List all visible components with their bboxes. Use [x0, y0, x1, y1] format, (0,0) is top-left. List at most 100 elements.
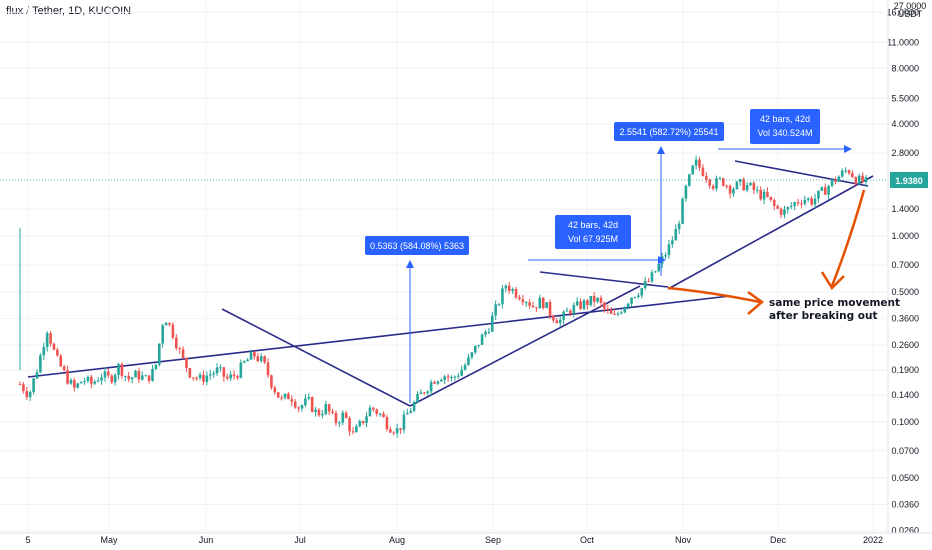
candle-body — [239, 362, 243, 378]
candle-body — [351, 431, 355, 433]
candle-body — [701, 167, 705, 176]
candle-body — [42, 346, 46, 356]
candle-body — [406, 413, 409, 415]
candle-body — [691, 165, 695, 175]
candle-body — [141, 375, 144, 380]
candle-body — [219, 367, 222, 369]
candle-body — [715, 178, 718, 189]
candle-body — [677, 223, 681, 230]
candle-body — [443, 376, 446, 380]
measure-box-2[interactable]: 42 bars, 42d Vol 67.925M — [555, 215, 631, 249]
candle-body — [851, 173, 854, 178]
candle-body — [215, 367, 219, 374]
candle-body — [507, 285, 511, 291]
candle-body — [558, 319, 562, 324]
measure-box-1[interactable]: 0.5363 (584.08%) 5363 — [365, 236, 469, 255]
candle-body — [467, 357, 470, 365]
candle-body — [613, 313, 616, 315]
candle-body — [548, 302, 552, 316]
measure-box-3[interactable]: 2.5541 (582.72%) 25541 — [614, 122, 724, 141]
candle-body — [375, 409, 379, 414]
candle-body — [592, 295, 596, 302]
y-tick-label: 0.1900 — [891, 365, 919, 375]
candle-body — [456, 375, 460, 377]
candle-body — [718, 178, 722, 180]
candle-body — [657, 263, 661, 272]
candle-body — [762, 191, 766, 200]
candle-body — [738, 179, 742, 182]
candle-body — [579, 301, 582, 309]
candle-body — [158, 343, 161, 365]
candle-body — [273, 387, 277, 393]
chart-title: flux / Tether, 1D, KUCOIN — [6, 5, 132, 17]
candle-body — [426, 391, 430, 394]
uptrend-line-1 — [409, 285, 641, 407]
candle-body — [229, 374, 232, 379]
candle-body — [246, 359, 249, 362]
candle-body — [113, 374, 117, 383]
svg-text:42 bars, 42d: 42 bars, 42d — [568, 220, 618, 230]
svg-text:after breaking out: after breaking out — [769, 310, 877, 322]
candle-body — [124, 375, 127, 377]
candle-body — [368, 407, 372, 417]
candle-body — [783, 209, 786, 215]
candle-body — [263, 356, 266, 363]
candle-body — [314, 409, 317, 412]
pennant-top-line-2 — [734, 160, 869, 187]
x-tick-label: Oct — [580, 535, 595, 545]
candle-body — [365, 416, 368, 424]
candle-body — [671, 240, 674, 245]
candle-body — [324, 404, 328, 415]
candle-body — [225, 376, 229, 379]
candle-body — [572, 305, 576, 314]
x-tick-label: May — [100, 535, 118, 545]
candle-body — [650, 272, 654, 282]
candle-body — [304, 398, 307, 406]
candle-body — [684, 185, 688, 199]
y-tick-label: 0.1400 — [891, 390, 919, 400]
x-tick-label: Aug — [389, 535, 405, 545]
candle-body — [185, 357, 188, 369]
candle-body — [470, 352, 474, 358]
candle-body — [589, 295, 593, 306]
candle-body — [643, 281, 647, 289]
candle-body — [616, 313, 620, 315]
candle-body — [484, 331, 487, 335]
candle-body — [348, 418, 351, 432]
candle-body — [606, 308, 610, 310]
y-tick-label: 11.0000 — [887, 38, 919, 48]
candle-body — [93, 381, 97, 384]
trendlines — [27, 160, 874, 407]
candle-body — [144, 375, 148, 377]
y-tick-label: 1.4000 — [891, 204, 919, 214]
candle-body — [331, 411, 334, 413]
candle-body — [497, 304, 501, 306]
candles — [18, 155, 868, 438]
candle-body — [191, 377, 195, 379]
candle-body — [501, 288, 504, 305]
candle-body — [800, 203, 803, 205]
candle-body — [120, 364, 124, 377]
candle-body — [755, 189, 759, 191]
candle-body — [667, 244, 671, 256]
long-support-trendline — [27, 295, 731, 378]
svg-text:Vol 340.524M: Vol 340.524M — [757, 128, 812, 138]
candle-body — [280, 397, 283, 399]
annotation-arrows — [667, 189, 866, 315]
candle-body — [735, 181, 739, 190]
measure-box-4[interactable]: 42 bars, 42d Vol 340.524M — [750, 109, 820, 144]
candle-body — [310, 397, 314, 412]
x-tick-label: Sep — [485, 535, 501, 545]
candle-body — [817, 190, 820, 199]
candle-body — [18, 384, 22, 386]
candle-body — [705, 175, 708, 180]
candle-body — [181, 349, 185, 358]
candle-body — [307, 397, 311, 399]
candle-body — [327, 404, 331, 412]
x-axis: 5 May Jun Jul Aug Sep Oct Nov Dec 2022 — [0, 532, 932, 545]
candle-body — [806, 198, 810, 200]
candle-body — [749, 182, 752, 186]
candle-body — [531, 305, 535, 308]
